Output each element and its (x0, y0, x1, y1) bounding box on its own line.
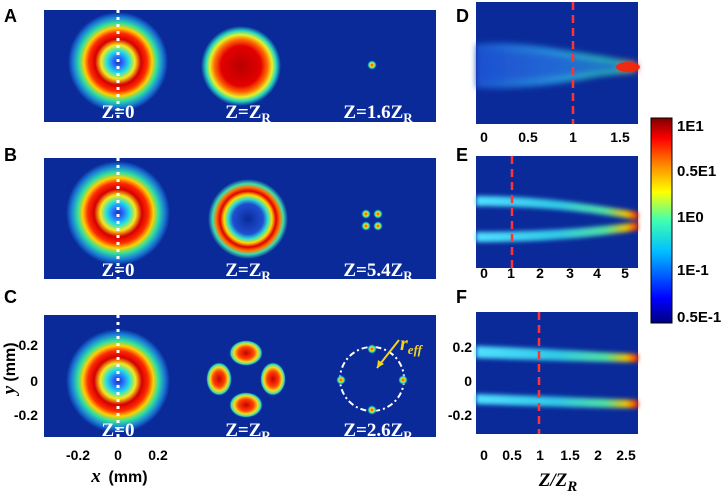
panel-e: E 0 1 2 3 4 5 (456, 145, 638, 281)
z-label-c1: Z=0 (102, 420, 135, 441)
f-xtick-2: 0.5 (502, 447, 522, 463)
e-xtick-2: 1 (507, 265, 515, 281)
f-ytick-1: 0.2 (453, 339, 473, 355)
panel-label-b: B (4, 145, 17, 165)
z-label-b1: Z=0 (102, 260, 135, 281)
f-xtick-4: 1.5 (560, 447, 580, 463)
d-xtick-1: 0 (480, 129, 488, 145)
panel-label-f: F (456, 287, 467, 307)
c-ytick-3: -0.2 (14, 407, 38, 423)
e-xtick-5: 4 (593, 265, 601, 281)
f-xtick-1: 0 (480, 447, 488, 463)
panel-f: F 0.2 0 -0.2 0 0.5 1 1.5 2 2.5 Z/ZR (448, 287, 638, 492)
e-xtick-3: 2 (536, 265, 544, 281)
f-xtick-3: 1 (536, 447, 544, 463)
c-ylabel: y (mm) (0, 342, 20, 396)
z-label-a2: Z=ZR (225, 102, 271, 125)
f-ytick-2: 0 (464, 373, 472, 389)
colorbar: 1E1 0.5E1 1E0 1E-1 0.5E-1 (650, 117, 721, 326)
c-ylabel-unit: (mm) (2, 342, 19, 381)
z-label-b3: Z=5.4ZR (343, 260, 413, 283)
beam-profile-b1 (66, 161, 170, 265)
e-xtick-4: 3 (566, 265, 574, 281)
panel-label-a: A (4, 6, 17, 26)
r-eff-arrowhead (377, 360, 384, 368)
z-label-b2: Z=ZR (225, 260, 271, 283)
panel-label-d: D (456, 6, 469, 26)
z-label-a3: Z=1.6ZR (343, 102, 413, 125)
right-xlabel: Z/ZR (538, 470, 578, 492)
c-ytick-2: 0 (30, 373, 38, 389)
colorbar-label-5: 0.5E-1 (677, 309, 721, 326)
e-beams (476, 196, 638, 242)
beam-profile-c2 (206, 340, 286, 418)
c-xtick-1: -0.2 (66, 447, 90, 463)
beam-profile-a3 (367, 60, 377, 70)
d-xtick-2: 0.5 (518, 129, 538, 145)
beam-profile-b2 (208, 179, 288, 259)
f-ytick-3: -0.2 (448, 407, 472, 423)
c-xtick-3: 0.2 (148, 447, 168, 463)
panel-label-c: C (4, 287, 17, 307)
f-xtick-6: 2.5 (616, 447, 636, 463)
panel-b: B Z=0 Z=ZR Z=5.4ZR (4, 145, 436, 283)
panel-c: C reff Z=0 Z=ZR Z=2.6ZR 0.2 0 -0.2 y (0, 287, 436, 487)
colorbar-label-1: 1E1 (677, 118, 704, 135)
colorbar-label-2: 0.5E1 (677, 163, 716, 180)
colorbar-label-4: 1E-1 (677, 262, 709, 279)
z-label-c3: Z=2.6ZR (343, 420, 413, 443)
c-xlabel-var: x (90, 466, 101, 487)
f-xtick-5: 2 (594, 447, 602, 463)
panel-f-image (476, 312, 638, 434)
d-focus (616, 62, 640, 72)
c-xtick-2: 0 (114, 447, 122, 463)
c-xlabel-unit: (mm) (108, 469, 147, 486)
d-xtick-4: 1.5 (610, 129, 630, 145)
colorbar-gradient (650, 117, 673, 324)
z-label-c2: Z=ZR (225, 420, 271, 443)
d-beam (476, 43, 638, 89)
e-xtick-6: 5 (621, 265, 629, 281)
panel-a: A Z=0 Z=ZR Z=1.6ZR (4, 6, 436, 125)
e-xtick-1: 0 (480, 265, 488, 281)
colorbar-label-3: 1E0 (677, 209, 704, 226)
c-ytick-1: 0.2 (19, 337, 39, 353)
f-beams (476, 346, 638, 408)
beam-profile-a2 (201, 26, 281, 106)
c-ylabel-var: y (0, 385, 20, 396)
d-xtick-3: 1 (569, 129, 577, 145)
z-label-a1: Z=0 (102, 102, 135, 123)
panel-d: D 0 0.5 1 1.5 (456, 2, 640, 145)
panel-label-e: E (456, 145, 468, 165)
beam-profile-b3 (361, 209, 383, 231)
